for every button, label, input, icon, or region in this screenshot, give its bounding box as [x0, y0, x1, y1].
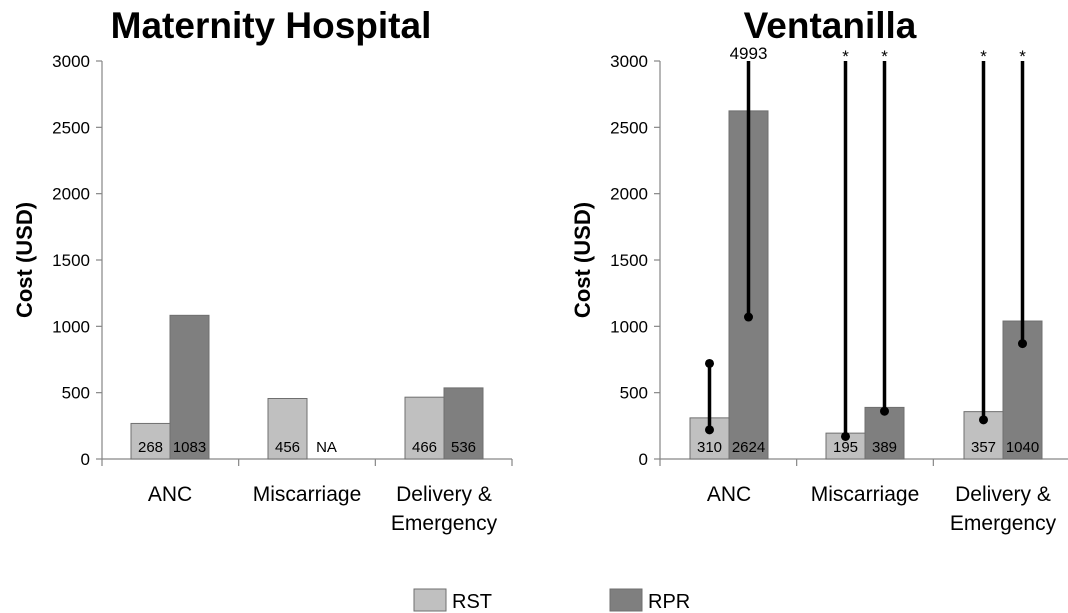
y-tick-label: 1500 — [52, 251, 90, 270]
legend: RST RPR — [413, 588, 690, 613]
data-label: NA — [316, 439, 337, 456]
data-label: 1083 — [173, 439, 206, 456]
data-label: 2624 — [732, 439, 765, 456]
error-bar-point — [1018, 339, 1027, 349]
data-label: 456 — [275, 439, 300, 456]
data-label: 536 — [451, 439, 476, 456]
x-category-label: Emergency — [950, 512, 1057, 535]
data-label: 466 — [412, 439, 437, 456]
legend-label: RST — [452, 591, 492, 613]
legend-swatch-rpr — [609, 588, 643, 612]
error-bar-point — [744, 312, 753, 322]
data-label: 1040 — [1006, 439, 1039, 456]
y-tick-label: 2500 — [52, 118, 90, 137]
capped-marker: * — [881, 47, 888, 66]
y-tick-label: 1500 — [610, 251, 648, 270]
error-bar-point — [705, 425, 714, 435]
y-tick-label: 500 — [620, 384, 648, 403]
data-label: 357 — [971, 439, 996, 456]
y-axis-label: Cost (USD) — [570, 202, 595, 318]
error-bar-point — [841, 431, 850, 441]
y-tick-label: 3000 — [52, 52, 90, 71]
y-tick-label: 1000 — [610, 317, 648, 336]
chart-title: Maternity Hospital — [111, 5, 432, 46]
x-category-label: ANC — [707, 483, 751, 506]
x-category-label: Miscarriage — [253, 483, 362, 506]
bar-rpr — [864, 406, 905, 460]
chart-panel-1: Ventanilla Cost (USD) 0 500 1000 1500 2000 2500… — [570, 5, 1068, 535]
x-category-label: Miscarriage — [811, 483, 920, 506]
error-bar-point — [979, 415, 988, 425]
legend-swatch-rst — [413, 588, 447, 612]
capped-marker: * — [980, 47, 987, 66]
y-axis-label: Cost (USD) — [12, 202, 37, 318]
y-tick-label: 0 — [639, 450, 648, 469]
x-category-label: ANC — [148, 483, 192, 506]
x-category-label: Emergency — [391, 512, 498, 535]
capped-marker: * — [1019, 47, 1026, 66]
y-tick-label: 2500 — [610, 118, 648, 137]
chart-panel-0: Maternity Hospital Cost (USD) 0 500 1000 1500… — [12, 5, 513, 535]
data-label: 195 — [833, 439, 858, 456]
bar-rpr — [169, 314, 210, 460]
y-tick-label: 0 — [81, 450, 90, 469]
bar-rst — [267, 398, 308, 460]
capped-value-label: 4993 — [730, 44, 768, 63]
y-tick-label: 1000 — [52, 317, 90, 336]
chart-title: Ventanilla — [744, 5, 917, 46]
data-label: 389 — [872, 439, 897, 456]
bar-rpr — [443, 387, 484, 460]
data-label: 268 — [138, 439, 163, 456]
error-bar-point — [705, 358, 714, 368]
y-tick-label: 2000 — [610, 185, 648, 204]
data-label: 310 — [697, 439, 722, 456]
y-tick-label: 3000 — [610, 52, 648, 71]
y-tick-label: 500 — [62, 384, 90, 403]
x-category-label: Delivery & — [396, 483, 492, 506]
y-tick-label: 2000 — [52, 185, 90, 204]
error-bar-point — [880, 406, 889, 416]
x-category-label: Delivery & — [955, 483, 1051, 506]
bar-rst — [404, 396, 445, 460]
capped-marker: * — [842, 47, 849, 66]
legend-label: RPR — [648, 591, 690, 613]
